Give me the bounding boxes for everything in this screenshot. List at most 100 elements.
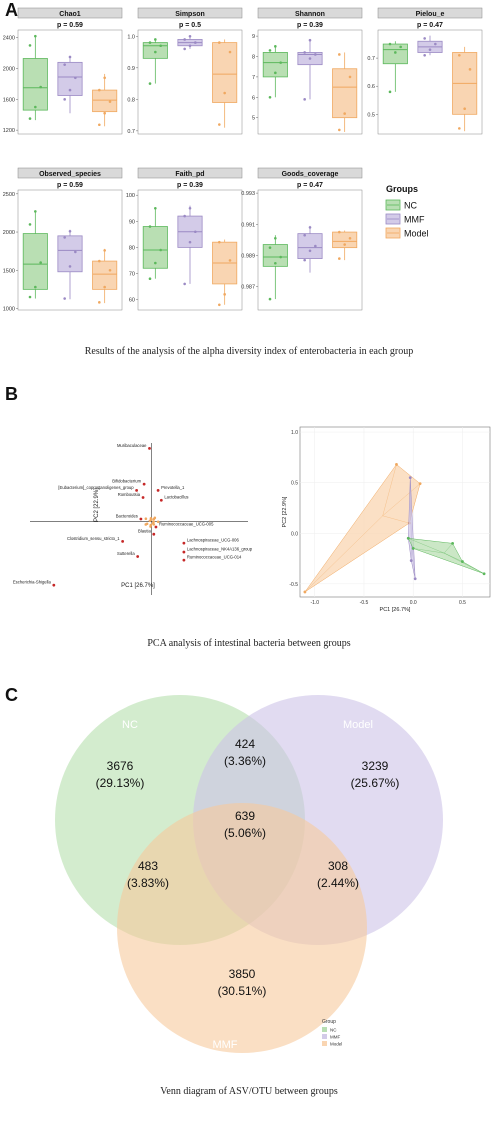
- data-point: [468, 68, 472, 71]
- data-point: [63, 297, 66, 300]
- data-point: [98, 301, 101, 304]
- box-nc: [142, 38, 168, 85]
- y-tick-label: 0.991: [241, 222, 255, 228]
- data-point: [63, 63, 66, 66]
- y-tick-label: 0.7: [127, 129, 135, 135]
- y-tick-label: 90: [129, 219, 135, 225]
- data-point: [154, 50, 157, 54]
- sample-point: [145, 522, 149, 526]
- panel-header: [137, 7, 243, 19]
- sample-point-model: [303, 590, 307, 594]
- data-point: [194, 230, 197, 234]
- data-point: [314, 244, 317, 248]
- data-point: [148, 277, 152, 280]
- data-point: [223, 91, 226, 95]
- venn-legend-key-model: [322, 1041, 327, 1046]
- venn-region-percent: (30.51%): [218, 984, 267, 998]
- centroid-spoke: [408, 538, 445, 554]
- data-point: [183, 214, 186, 218]
- sample-point-mmf: [413, 577, 417, 581]
- box-iqr: [332, 68, 358, 119]
- data-point: [68, 88, 72, 92]
- data-point: [34, 34, 37, 38]
- x-tick-label: 0.5: [459, 600, 466, 606]
- data-point: [458, 53, 461, 57]
- taxon-label: Sutterella: [117, 551, 135, 556]
- sample-point-mmf: [408, 476, 412, 479]
- sample-point: [151, 521, 155, 525]
- taxon-point: [142, 482, 146, 486]
- groups-legend: Groups NC MMF Model: [385, 184, 429, 239]
- y-tick-label: 2500: [3, 192, 15, 198]
- box-nc: [22, 210, 48, 299]
- y-tick-label: 1.0: [127, 34, 135, 40]
- panel-label-a: A: [5, 0, 18, 20]
- y-tick-label: 1500: [3, 268, 15, 274]
- biplot-x-label: PC1 [26.7%]: [121, 583, 155, 589]
- data-point: [28, 117, 32, 120]
- box-model: [92, 248, 118, 304]
- venn-set-label-mmf: MMF: [212, 1039, 237, 1051]
- panel-title: Simpson: [175, 11, 205, 18]
- data-point: [34, 210, 37, 213]
- p-value-label: p = 0.47: [417, 22, 443, 29]
- box-nc: [22, 34, 48, 121]
- data-point: [154, 261, 157, 265]
- panel-header: [137, 167, 243, 179]
- sample-point-nc: [411, 547, 415, 550]
- data-point: [148, 225, 152, 228]
- box-model: [92, 73, 118, 127]
- centroid-spoke: [382, 464, 397, 516]
- x-tick-label: 0.0: [410, 600, 417, 606]
- taxon-label: Lachnospiraceae_NK4A136_group: [187, 547, 253, 552]
- taxon-point: [141, 496, 145, 499]
- venn-region-count: 3676: [107, 759, 134, 773]
- sample-point-nc: [406, 536, 410, 540]
- box-iqr: [297, 233, 323, 259]
- venn-legend-label-model: Model: [330, 1042, 342, 1047]
- venn-region-count: 639: [235, 809, 255, 823]
- data-point: [308, 38, 312, 42]
- box-model: [452, 46, 478, 132]
- taxon-label: Bifidobacterium: [112, 479, 141, 484]
- data-point: [388, 42, 392, 46]
- data-point: [303, 51, 306, 54]
- venn-region-percent: (29.13%): [96, 776, 145, 790]
- y-tick-label: 7: [252, 75, 255, 81]
- panel-label-b: B: [5, 384, 18, 404]
- y-tick-label: 1200: [3, 128, 15, 134]
- data-point: [303, 98, 306, 101]
- venn-circle-mmf: [117, 803, 367, 1053]
- venn-legend-key-nc: [322, 1027, 327, 1032]
- data-point: [148, 82, 152, 85]
- data-point: [98, 123, 101, 127]
- data-point: [388, 90, 392, 94]
- box-model: [212, 39, 238, 128]
- taxon-label: Lachnospiraceae_UCG-006: [187, 538, 240, 543]
- data-point: [159, 248, 162, 252]
- data-point: [308, 57, 312, 60]
- y-tick-label: 6: [252, 95, 255, 101]
- data-point: [274, 237, 277, 240]
- data-point: [183, 47, 186, 51]
- data-point: [108, 268, 112, 272]
- sample-point: [144, 517, 148, 521]
- data-point: [148, 41, 152, 44]
- data-point: [303, 258, 306, 262]
- data-point: [68, 55, 72, 59]
- y-tick-label: 0.0: [291, 531, 298, 537]
- venn-set-label-model: Model: [343, 719, 373, 731]
- venn-region-percent: (5.06%): [224, 826, 266, 840]
- y-tick-label: 0.9: [127, 66, 135, 72]
- venn-region-count: 3850: [229, 967, 256, 981]
- box-iqr: [142, 226, 168, 269]
- data-point: [74, 250, 77, 254]
- data-point: [423, 37, 426, 40]
- data-point: [183, 38, 186, 41]
- panel-title: Pielou_e: [416, 11, 445, 18]
- legend-label-nc: NC: [404, 201, 417, 211]
- caption-venn: Venn diagram of ASV/OTU between groups: [160, 1086, 338, 1097]
- data-point: [34, 285, 37, 289]
- pca-plots: PC1 [26.7%] PC2 [22.9%] Muribaculaceae Bifi…: [13, 426, 491, 613]
